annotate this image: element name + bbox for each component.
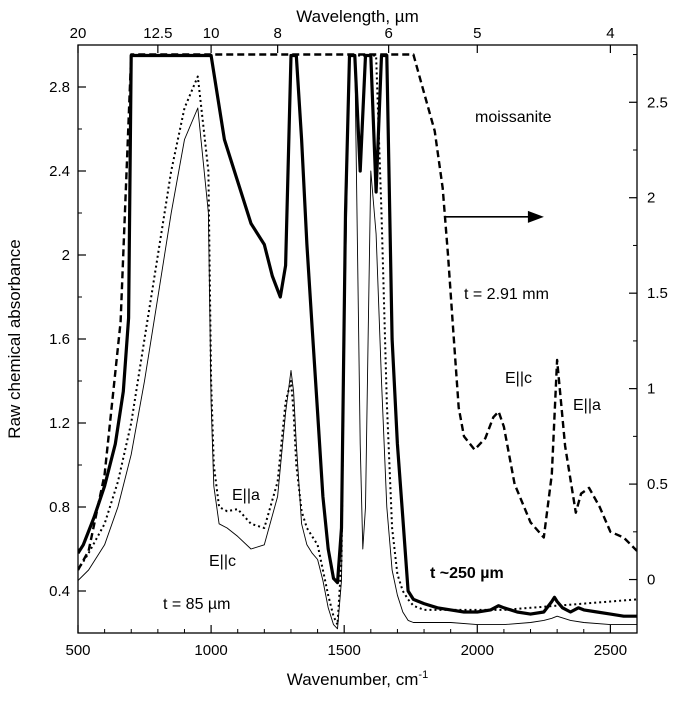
top-tick-label: 12.5 bbox=[143, 25, 172, 42]
series-line-thin-solid bbox=[78, 55, 637, 630]
y-left-tick-label: 0.4 bbox=[49, 583, 70, 600]
annotation-ellc-bottom: E||c bbox=[209, 553, 236, 570]
y-left-tick-label: 2.4 bbox=[49, 163, 70, 180]
annotation-thickness-250um: t ~250 µm bbox=[430, 565, 504, 582]
x-tick-label: 1500 bbox=[328, 642, 361, 659]
x-tick-label: 2000 bbox=[461, 642, 494, 659]
y-right-tick-label: 1.5 bbox=[647, 285, 668, 302]
y-left-tick-label: 1.6 bbox=[49, 331, 70, 348]
x-tick-label: 2500 bbox=[594, 642, 627, 659]
x-tick-label: 1000 bbox=[194, 642, 227, 659]
y-right-tick-label: 0 bbox=[647, 572, 655, 589]
annotation-thickness-85um: t = 85 µm bbox=[163, 596, 230, 613]
y-right-tick-label: 2 bbox=[647, 190, 655, 207]
top-tick-label: 10 bbox=[203, 25, 220, 42]
top-tick-label: 20 bbox=[70, 25, 87, 42]
y-left-tick-label: 2 bbox=[62, 247, 70, 264]
series-line-thick-solid bbox=[78, 53, 637, 618]
series-line-dashed bbox=[78, 53, 637, 571]
y-right-tick-label: 0.5 bbox=[647, 476, 668, 493]
top-tick-label: 5 bbox=[473, 25, 481, 42]
annotation-ella-top: E||a bbox=[573, 397, 601, 414]
series-layer bbox=[78, 53, 637, 630]
annotation-ellc-top: E||c bbox=[505, 370, 532, 387]
y-right-tick-label: 1 bbox=[647, 381, 655, 398]
x-axis-title-superscript: -1 bbox=[418, 669, 428, 681]
x-tick-label: 500 bbox=[65, 642, 90, 659]
y-left-tick-label: 0.8 bbox=[49, 499, 70, 516]
annotation-thickness-291mm: t = 2.91 mm bbox=[464, 286, 549, 303]
annotation-sample: moissanite bbox=[475, 109, 552, 126]
x-axis-title-text: Wavenumber, cm bbox=[287, 670, 419, 689]
top-axis-title: Wavelength, µm bbox=[296, 7, 419, 26]
arrow-head bbox=[527, 210, 544, 223]
top-tick-label: 6 bbox=[384, 25, 392, 42]
y-left-tick-label: 2.8 bbox=[49, 79, 70, 96]
top-tick-label: 8 bbox=[273, 25, 281, 42]
annotation-ella-bottom: E||a bbox=[232, 487, 260, 504]
y-right-tick-label: 2.5 bbox=[647, 94, 668, 111]
y-left-tick-label: 1.2 bbox=[49, 415, 70, 432]
annotation-layer: moissanite t = 2.91 mm t ~250 µm t = 85 µm E… bbox=[163, 109, 601, 613]
x-axis-title: Wavenumber, cm-1 bbox=[287, 669, 428, 689]
top-tick-label: 4 bbox=[606, 25, 614, 42]
y-axis-title: Raw chemical absorbance bbox=[5, 239, 24, 438]
series-line-dotted bbox=[78, 54, 637, 626]
